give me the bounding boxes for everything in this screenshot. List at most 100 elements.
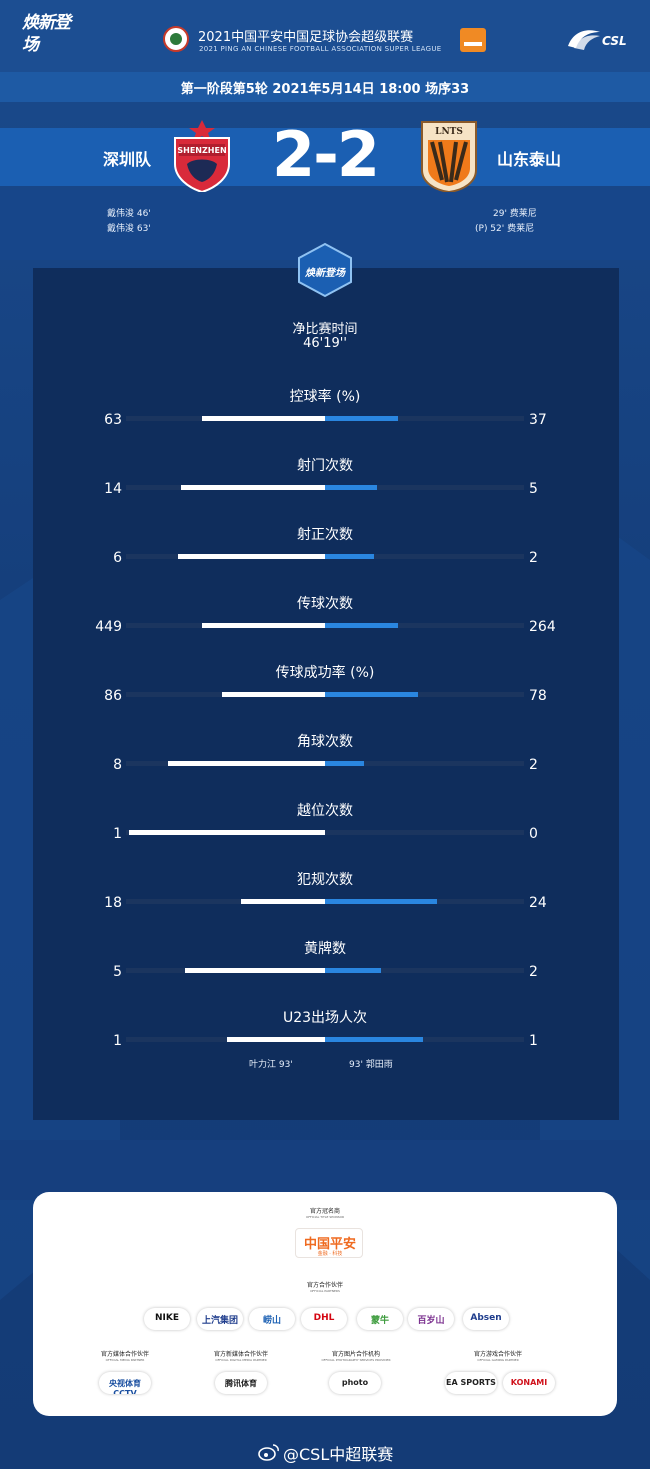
stat-away-bar (325, 761, 364, 766)
media-logo-text: EA SPORTS (446, 1378, 496, 1387)
photo-partner-sublabel: OFFICIAL PHOTOGRAPHY SERVICES PROVIDER (321, 1358, 391, 1362)
partner-logo-text: 上汽集团 (201, 1316, 238, 1326)
team-band (0, 128, 650, 186)
partner-logo-text: 崂山 (262, 1316, 281, 1326)
media-logo-text: photo (341, 1378, 369, 1387)
brand-logo: 焕新登场 (22, 13, 71, 55)
away-scorer: (P) 52' 费莱尼 (475, 224, 535, 234)
stat-home-value: 1 (113, 826, 122, 842)
stat-home-bar (181, 485, 325, 490)
gaming-partner-sublabel: OFFICIAL GAMING PARTNER (477, 1358, 519, 1362)
media-logo: KONAMI (503, 1372, 555, 1394)
away-team-name: 山东泰山 (497, 150, 562, 169)
stat-track (126, 830, 524, 835)
stat-home-value: 14 (104, 481, 122, 497)
stat-home-bar (227, 1037, 325, 1042)
media-logo-text: 央视体育 CCTV SPORTS (109, 1379, 141, 1394)
u23-away-player: 93' 郭田雨 (349, 1060, 393, 1070)
league-subtitle: 2021 PING AN CHINESE FOOTBALL ASSOCIATIO… (199, 45, 442, 53)
media-logo-text: 腾讯体育 (225, 1379, 257, 1388)
media-partner-sublabel: OFFICIAL MEDIA PARTNER (105, 1358, 145, 1362)
away-scorer: 29' 费莱尼 (493, 209, 537, 219)
stat-away-bar (325, 968, 381, 973)
stat-label: 传球成功率 (%) (275, 665, 375, 681)
stat-away-value: 5 (529, 481, 538, 497)
pingan-logo-subtext: 金融 · 科技 (317, 1251, 343, 1257)
stat-home-value: 449 (95, 619, 122, 635)
title-sponsor-sublabel: OFFICIAL TITLE SPONSOR (305, 1215, 345, 1219)
stat-label: 黄牌数 (304, 941, 346, 957)
media-partner-label: 官方媒体合作伙伴 (100, 1351, 149, 1358)
partner-logo: 崂山 (249, 1308, 295, 1330)
stat-home-bar (129, 830, 325, 835)
stat-home-value: 6 (113, 550, 122, 566)
stat-away-bar (325, 416, 398, 421)
media-logo: 央视体育 CCTV SPORTS (99, 1372, 151, 1394)
partner-logo-text: NIKE (154, 1313, 179, 1323)
media-logo: 腾讯体育 (215, 1372, 267, 1394)
stat-label: 犯规次数 (297, 872, 353, 888)
stat-away-value: 264 (529, 619, 556, 635)
stat-home-bar (185, 968, 325, 973)
partners-sublabel: OFFICIAL PARTNERS (310, 1289, 340, 1293)
header-bar (0, 0, 650, 72)
home-scorer: 戴伟浚 46' (107, 209, 151, 219)
csl-text: CSL (602, 34, 627, 48)
stat-away-value: 24 (529, 895, 547, 911)
stat-home-value: 5 (113, 964, 122, 980)
stat-away-value: 2 (529, 964, 538, 980)
stat-away-value: 0 (529, 826, 538, 842)
pingan-logo: 中国平安 金融 · 科技 (295, 1228, 363, 1258)
round-info: 第一阶段第5轮 2021年5月14日 18:00 场序33 (180, 82, 470, 97)
pingan-logo-text: 中国平安 (303, 1237, 356, 1252)
round-bar (0, 72, 650, 102)
stat-label: 控球率 (%) (289, 389, 361, 405)
stat-label: 传球次数 (297, 596, 353, 612)
stat-label: 角球次数 (297, 734, 353, 750)
shenzhen-crest-text: SHENZHEN (177, 146, 226, 155)
stat-home-bar (202, 623, 325, 628)
stat-home-bar (202, 416, 325, 421)
pingan-badge-icon (460, 28, 486, 52)
partner-logo-text: 蒙牛 (370, 1316, 389, 1326)
stat-away-bar (325, 623, 398, 628)
partner-logo: DHL (301, 1308, 347, 1330)
csl-logo: CSL (566, 26, 632, 52)
stat-away-bar (325, 485, 377, 490)
stat-home-value: 18 (104, 895, 122, 911)
stat-away-value: 37 (529, 412, 547, 428)
shandong-crest-icon: LNTS (421, 121, 477, 192)
home-team-name: 深圳队 (103, 150, 152, 169)
partner-logo: 百岁山 (408, 1308, 454, 1330)
photo-partner-label: 官方图片合作机构 (331, 1351, 380, 1358)
u23-home-player: 叶力江 93' (249, 1060, 293, 1070)
gaming-partner-label: 官方游戏合作伙伴 (473, 1351, 522, 1358)
weibo-icon (258, 1444, 279, 1461)
csl-swirl-icon (568, 30, 600, 50)
weibo-handle: @CSL中超联赛 (283, 1445, 394, 1464)
partner-logo-text: 百岁山 (417, 1316, 445, 1326)
stat-home-bar (222, 692, 325, 697)
partner-logo: 蒙牛 (357, 1308, 403, 1330)
partner-logo: NIKE (144, 1308, 190, 1330)
stat-label: 越位次数 (297, 803, 353, 819)
title-sponsor-label: 官方冠名商 (309, 1208, 340, 1215)
stat-home-value: 1 (113, 1033, 122, 1049)
stat-away-bar (325, 1037, 423, 1042)
digital-partner-label: 官方新媒体合作伙伴 (213, 1351, 268, 1358)
stat-label: 射门次数 (297, 458, 353, 474)
stat-away-value: 78 (529, 688, 547, 704)
stat-home-bar (168, 761, 325, 766)
net-time-label: 净比赛时间 (292, 322, 358, 337)
home-scorer: 戴伟浚 63' (107, 224, 151, 234)
stat-away-bar (325, 692, 418, 697)
digital-partner-sublabel: OFFICIAL DIGITAL MEDIA PARTNER (215, 1358, 267, 1362)
stat-away-value: 2 (529, 757, 538, 773)
partners-label: 官方合作伙伴 (306, 1282, 343, 1289)
stat-away-value: 2 (529, 550, 538, 566)
media-logo-text: KONAMI (510, 1378, 548, 1387)
stat-home-value: 8 (113, 757, 122, 773)
panel-badge: 焕新登场 (298, 242, 352, 298)
shenzhen-crest-icon: SHENZHEN (174, 120, 230, 192)
sponsor-card: 官方冠名商 OFFICIAL TITLE SPONSOR 中国平安 金融 · 科… (33, 1192, 617, 1416)
